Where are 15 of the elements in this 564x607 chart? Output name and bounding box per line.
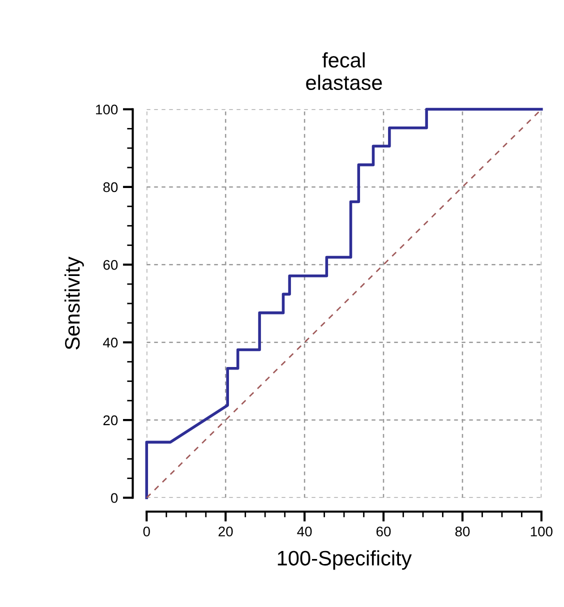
x-tick-label: 80 — [455, 526, 470, 536]
x-tick-label: 40 — [297, 526, 312, 536]
y-tick-label: 20 — [103, 415, 118, 426]
x-tick-label: 20 — [218, 526, 233, 536]
x-axis-title: 100-Specificity — [278, 550, 412, 570]
y-tick-label: 40 — [103, 338, 118, 348]
y-tick-label: 100 — [96, 104, 118, 114]
y-tick-label: 60 — [103, 260, 118, 270]
x-tick-label: 60 — [376, 526, 391, 536]
y-axis-title: Sensitivity — [64, 256, 84, 350]
x-tick-label: 0 — [143, 526, 150, 536]
chart-title: fecal elastase — [306, 52, 382, 90]
x-tick-label: 100 — [530, 526, 552, 536]
y-tick-label: 0 — [110, 493, 118, 503]
y-tick-label: 80 — [103, 182, 118, 192]
